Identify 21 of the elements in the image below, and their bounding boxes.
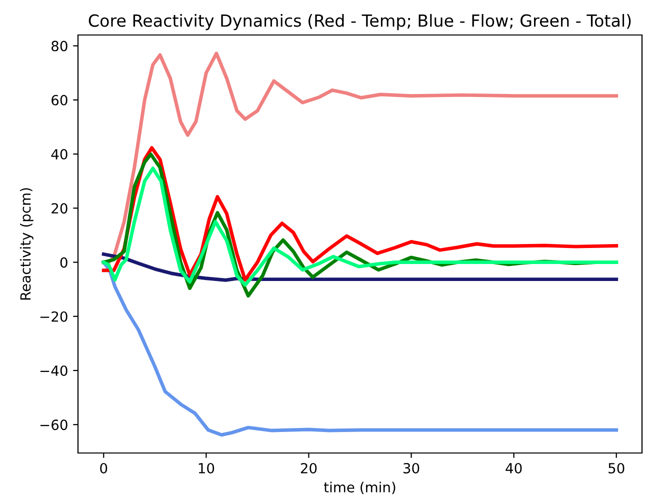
y-tick-label: 40 xyxy=(51,149,68,160)
y-tick-label: 20 xyxy=(52,203,68,214)
y-tick-label: −40 xyxy=(40,365,68,376)
line-series xyxy=(102,260,618,437)
x-tick-label: 20 xyxy=(300,462,317,474)
x-tick-label: 40 xyxy=(506,462,522,474)
line-series xyxy=(102,252,618,282)
y-axis-title: Reactivity (pcm) xyxy=(20,188,34,300)
x-tick-label: 30 xyxy=(403,462,420,474)
y-tick-label: 80 xyxy=(52,40,68,52)
y-tick-label: −60 xyxy=(40,420,68,430)
y-tick-label: 0 xyxy=(60,257,68,268)
y-tick-label: 60 xyxy=(52,94,68,106)
line-series xyxy=(102,52,618,264)
y-tick-label: −20 xyxy=(40,311,68,322)
line-series xyxy=(102,166,618,287)
x-tick-label: 10 xyxy=(198,462,214,474)
x-tick-label: 0 xyxy=(100,462,108,474)
chart-title: Core Reactivity Dynamics (Red - Temp; Blue - Flow; Green - Total) xyxy=(88,14,631,30)
x-axis-title: time (min) xyxy=(324,482,396,494)
x-tick-label: 50 xyxy=(608,462,624,474)
